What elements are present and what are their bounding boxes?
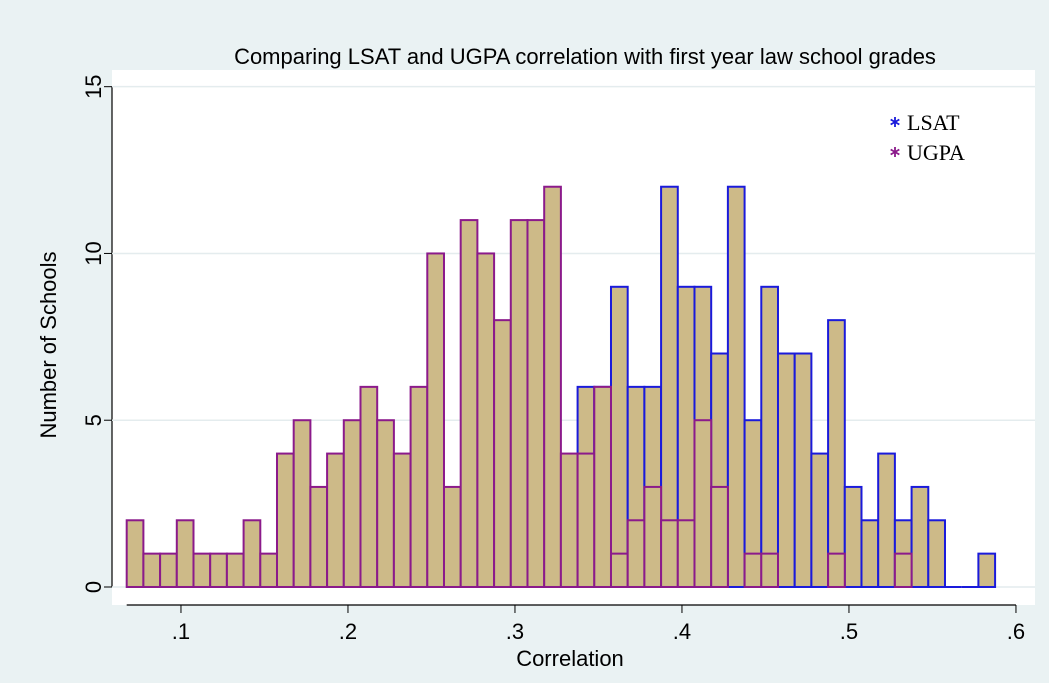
bar [676,519,696,588]
legend-marker-stroke [890,148,900,156]
bar [409,385,429,588]
bar [275,452,295,588]
bar [242,519,262,588]
bar [776,352,796,588]
legend-label: UGPA [907,140,965,165]
bar [827,552,846,588]
bar [760,285,779,588]
y-tick-label: 5 [81,414,106,426]
bar [609,285,629,588]
y-tick-label: 15 [81,74,106,98]
bar [810,452,830,588]
bar [660,519,679,588]
bar [893,552,913,588]
bar [442,485,462,588]
chart-title: Comparing LSAT and UGPA correlation with… [234,44,936,69]
bar [392,452,412,588]
x-axis-label: Correlation [516,646,624,671]
legend-label: LSAT [907,110,960,135]
bar [309,485,329,588]
bar [559,452,579,588]
legend-marker [890,147,900,157]
bar [593,385,612,588]
bar [710,485,729,588]
bar [359,385,379,588]
bar [576,452,596,588]
bar [843,485,863,588]
bar [910,485,930,588]
bar [643,485,663,588]
bar [493,319,512,588]
bar [793,352,813,588]
bar [376,419,395,588]
bar [609,552,629,588]
bar [476,252,496,588]
bar [877,452,896,588]
bar [526,219,546,588]
y-tick-label: 10 [81,241,106,265]
bar [977,552,997,588]
bar [543,185,562,588]
bar [426,252,445,588]
bar [326,452,345,588]
bar [159,552,178,588]
bar [760,552,779,588]
bar [175,519,195,588]
y-tick-label: 0 [81,581,106,593]
bar [626,519,646,588]
y-axis-label: Number of Schools [36,251,61,438]
bar [209,552,228,588]
bar [125,519,145,588]
x-tick-label: .3 [506,619,524,644]
x-tick-label: .1 [172,619,190,644]
x-tick-label: .4 [673,619,691,644]
bar [743,552,763,588]
bar [459,219,479,588]
bar [142,552,162,588]
bar [342,419,362,588]
bar [726,185,746,588]
bar [827,319,846,588]
x-tick-label: .6 [1007,619,1025,644]
bar [860,519,880,588]
bar [259,552,278,588]
bar [292,419,312,588]
bar [225,552,245,588]
bar [693,419,713,588]
bar [927,519,946,588]
legend-marker [890,117,900,127]
legend-marker-stroke [890,118,900,126]
bar [192,552,212,588]
x-tick-label: .5 [840,619,858,644]
bar [509,219,529,588]
x-tick-label: .2 [339,619,357,644]
